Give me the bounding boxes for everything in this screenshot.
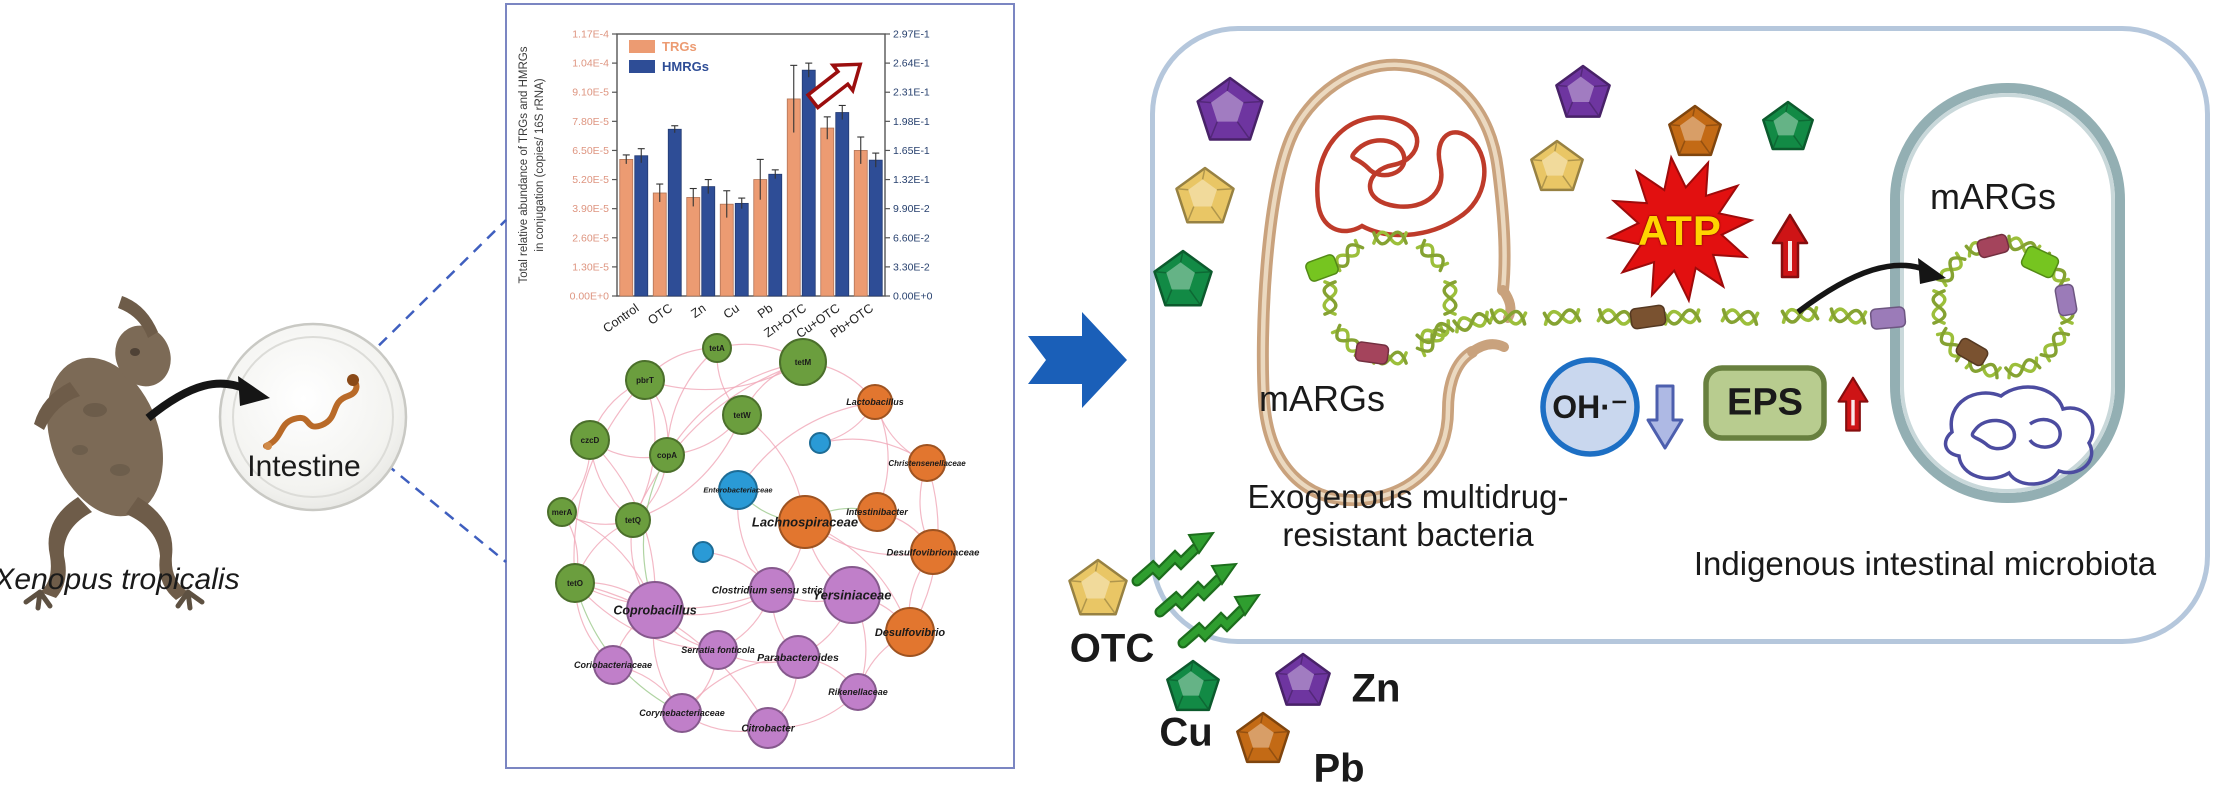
intestine-label: Intestine [247,450,361,483]
zn-label: Zn [1351,666,1401,711]
frog-to-dish-arrow [145,376,270,422]
metal-gem-zn-icon [1275,652,1331,706]
otc-label: OTC [1069,626,1155,671]
results-box [505,3,1015,769]
dashed-connector-lines [341,219,507,563]
oh-radical-label: OH·⁻ [1552,389,1628,425]
atp-label: ATP [1638,207,1722,254]
eps-label: EPS [1726,381,1804,424]
species-label: Xenopus tropicalis [0,563,240,596]
intestine-sample [263,374,360,450]
exogenous-bacteria-caption: Exogenous multidrug-resistant bacteria [1247,478,1569,553]
cu-label: Cu [1159,710,1213,755]
margs-label-indigenous: mARGs [1930,176,2056,217]
indigenous-microbiota-caption: Indigenous intestinal microbiota [1693,545,2157,582]
frog-illustration [23,296,205,611]
metal-gem-pb-icon [1236,711,1290,764]
margs-label-exogenous: mARGs [1259,378,1385,419]
metal-gem-cu-icon [1166,659,1220,712]
pb-label: Pb [1313,746,1365,791]
metal-gem-otc-icon [1068,558,1128,616]
panel-transition-arrow [1028,312,1127,408]
